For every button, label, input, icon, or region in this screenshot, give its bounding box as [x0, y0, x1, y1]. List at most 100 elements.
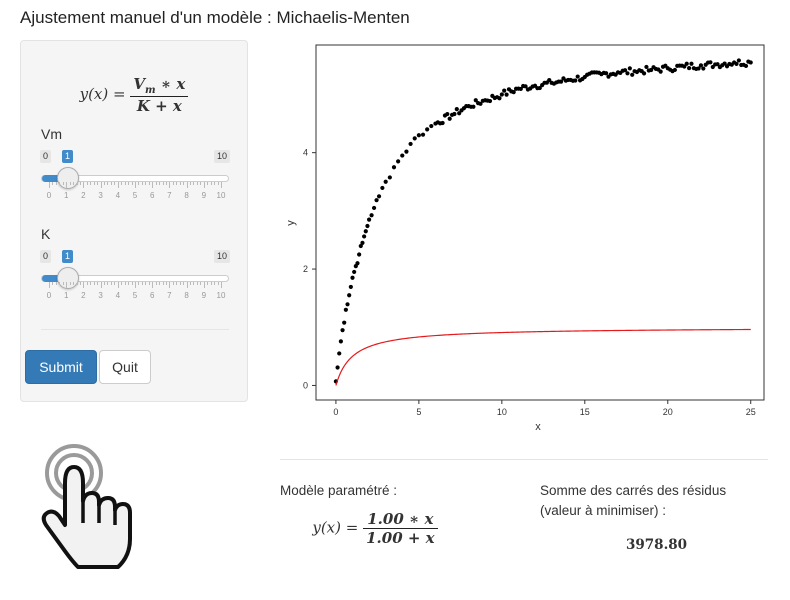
slider-tick — [169, 282, 171, 288]
data-point — [746, 59, 751, 64]
data-point — [734, 61, 739, 66]
quit-button[interactable]: Quit — [99, 350, 151, 384]
slider-tick — [121, 182, 123, 185]
x-tick-label: 0 — [333, 407, 338, 417]
slider-tick — [200, 182, 202, 185]
ssr-label-line2: (valeur à minimiser) : — [540, 503, 667, 518]
data-point — [487, 98, 493, 104]
slider-tick — [117, 282, 119, 288]
formula-vm: V — [133, 75, 146, 93]
slider-tick — [196, 282, 198, 285]
data-point — [337, 351, 342, 356]
data-point — [357, 252, 362, 257]
slider-tick — [148, 182, 150, 185]
data-point — [387, 175, 392, 180]
slider-tick — [73, 282, 75, 285]
fitted-formula-denominator: 1.00 + x — [366, 529, 435, 547]
data-point — [391, 165, 397, 170]
y-tick-label: 4 — [303, 148, 308, 158]
slider-tick — [131, 182, 133, 185]
slider-tick — [93, 182, 95, 185]
data-point — [366, 217, 372, 222]
y-axis-label: y — [285, 220, 297, 226]
plot-frame — [315, 44, 765, 401]
slider-tick — [49, 282, 50, 288]
slider-tick — [172, 282, 174, 285]
data-point — [350, 275, 355, 280]
slider-tick-label: 5 — [132, 291, 138, 300]
slider-tick — [69, 282, 71, 285]
slider-tick — [207, 282, 209, 285]
slider-tick — [93, 282, 95, 285]
data-point — [722, 61, 727, 66]
slider-tick — [79, 182, 81, 185]
slider-tick — [141, 182, 143, 185]
data-point — [518, 86, 523, 92]
slider-tick — [66, 182, 68, 188]
slider-tick — [131, 282, 133, 285]
data-point — [658, 69, 663, 74]
touch-hand-icon — [41, 444, 132, 569]
slider-tick — [190, 182, 192, 185]
formula-numerator-rest: ∗ x — [155, 75, 186, 93]
slider-tick — [159, 282, 161, 285]
slider-tick — [145, 282, 147, 285]
data-point — [471, 104, 476, 109]
slider-tick — [121, 282, 123, 285]
slider-tick — [183, 182, 185, 185]
fitted-formula-fraction: 1.00 ∗ x 1.00 + x — [363, 510, 438, 547]
slider-tick-label: 2 — [81, 291, 86, 300]
slider-tick — [104, 182, 106, 185]
vm-slider-track[interactable] — [41, 175, 229, 182]
slider-tick-label: 4 — [115, 191, 121, 200]
data-point — [425, 127, 430, 132]
k-slider-track[interactable] — [41, 275, 229, 282]
slider-tick — [179, 182, 181, 185]
slider-tick — [135, 282, 136, 288]
slider-tick-label: 10 — [216, 291, 226, 300]
data-point — [622, 68, 628, 73]
fitted-formula-numerator: 1.00 ∗ x — [363, 510, 438, 529]
data-point — [644, 64, 649, 70]
slider-tick — [76, 282, 78, 285]
slider-tick-label: 8 — [184, 291, 189, 300]
results-divider — [280, 459, 768, 460]
slider-tick — [110, 282, 112, 285]
slider-tick — [152, 282, 154, 288]
slider-tick — [210, 182, 212, 185]
data-point — [345, 302, 350, 307]
data-point — [454, 107, 459, 112]
data-point — [440, 120, 445, 126]
data-point — [625, 71, 630, 76]
slider-tick-label: 2 — [81, 191, 86, 200]
slider-tick — [69, 182, 71, 185]
data-point — [604, 71, 609, 76]
data-point — [537, 85, 542, 91]
data-point — [420, 132, 426, 137]
app-title: Ajustement manuel d'un modèle : Michaeli… — [20, 8, 410, 27]
data-point — [513, 86, 519, 91]
slider-tick — [186, 282, 188, 288]
data-point — [342, 320, 347, 325]
data-point — [396, 159, 401, 164]
slider-tick — [73, 182, 75, 185]
slider-tick — [152, 182, 154, 188]
data-point — [473, 98, 478, 103]
data-point — [371, 205, 377, 211]
k-slider-min: 0 — [40, 250, 52, 263]
data-point — [480, 98, 485, 103]
data-point — [502, 88, 507, 93]
slider-tick — [97, 182, 99, 185]
ssr-value: 3978.80 — [626, 537, 688, 553]
slider-tick — [179, 282, 181, 285]
submit-button[interactable]: Submit — [25, 350, 97, 384]
vm-slider-fill — [42, 175, 70, 182]
slider-tick — [114, 182, 116, 185]
data-point — [698, 63, 704, 68]
data-point — [563, 78, 568, 83]
slider-tick-label: 6 — [149, 291, 155, 300]
formula-vm-sub: m — [145, 85, 156, 96]
slider-tick — [66, 282, 68, 288]
x-tick-label: 25 — [746, 407, 756, 417]
slider-tick — [193, 182, 195, 185]
